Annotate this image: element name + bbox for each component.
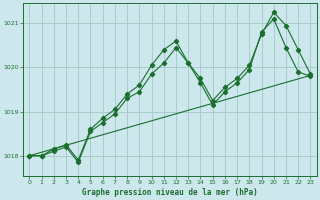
X-axis label: Graphe pression niveau de la mer (hPa): Graphe pression niveau de la mer (hPa) [82,188,258,197]
